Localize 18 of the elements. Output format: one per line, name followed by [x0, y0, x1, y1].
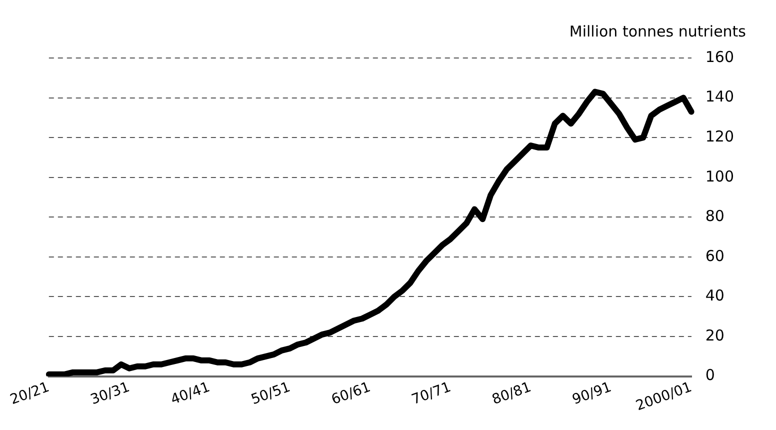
y-axis-title: Million tonnes nutrients — [569, 22, 746, 40]
x-tick-label: 20/21 — [8, 379, 52, 408]
x-tick-label: 70/71 — [410, 379, 454, 408]
x-tick-label: 80/81 — [490, 379, 534, 408]
y-tick-label: 160 — [705, 48, 734, 66]
x-tick-label: 40/41 — [168, 379, 212, 408]
y-tick-label: 60 — [705, 246, 724, 265]
y-tick-label: 20 — [705, 326, 724, 344]
y-tick-label: 80 — [705, 207, 724, 226]
y-tick-label: 0 — [705, 366, 715, 384]
x-tick-label: 30/31 — [88, 379, 132, 408]
y-tick-label: 100 — [705, 167, 734, 186]
y-tick-label: 40 — [705, 286, 724, 305]
x-tick-label: 90/91 — [570, 379, 614, 408]
x-tick-label: 60/61 — [329, 379, 373, 408]
x-tick-label: 50/51 — [249, 379, 292, 408]
y-tick-label: 120 — [705, 127, 734, 146]
y-tick-label: 140 — [705, 88, 734, 106]
